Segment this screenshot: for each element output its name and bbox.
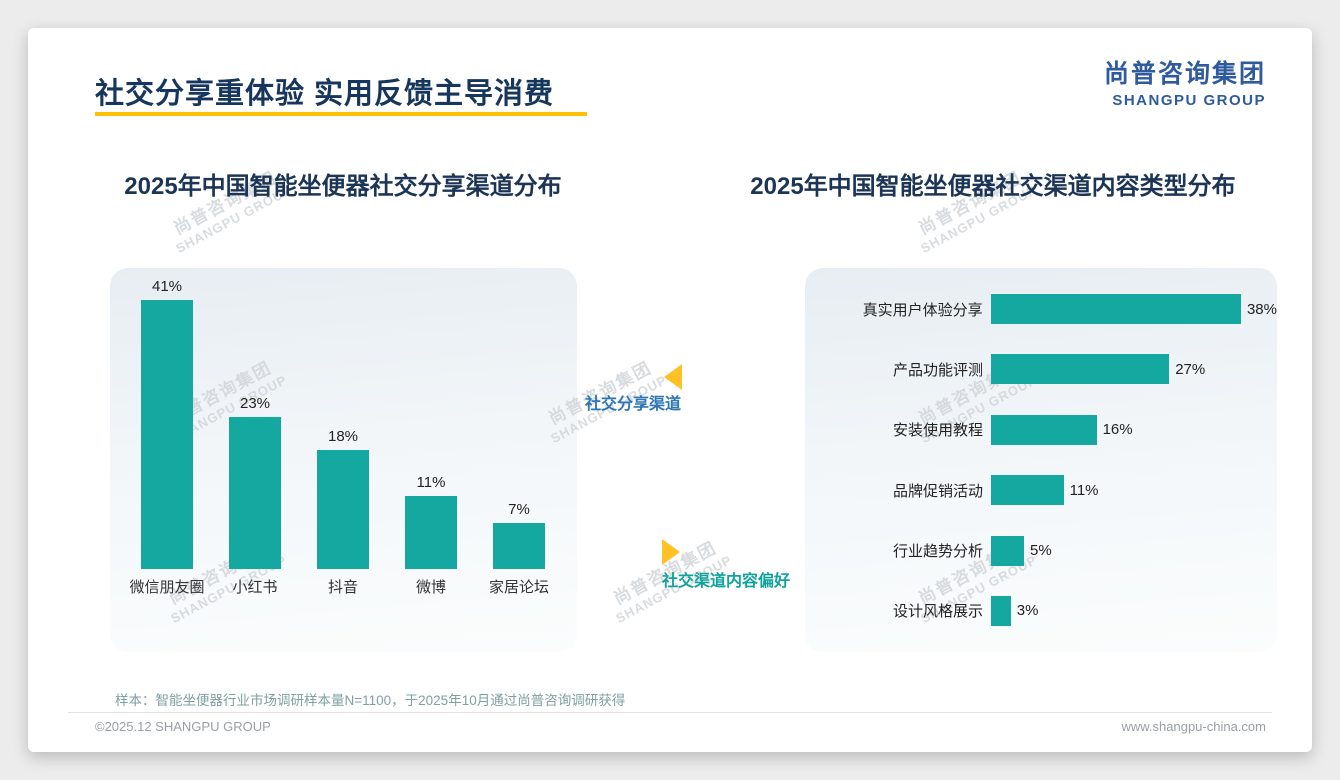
bar-column: 18% 抖音 <box>299 278 387 603</box>
bar-value-label: 5% <box>1030 542 1052 560</box>
category-label: 抖音 <box>327 578 358 596</box>
sample-note: 样本：智能坐便器行业市场调研样本量N=1100，于2025年10月通过尚普咨询调… <box>115 693 626 708</box>
bar <box>493 522 545 569</box>
bar <box>229 417 281 569</box>
bar-row: 品牌促销活动 11% <box>825 475 1277 506</box>
category-label: 微信朋友圈 <box>129 578 205 596</box>
horizontal-bar-chart: 真实用户体验分享 38% 产品功能评测 27% 安装使用教程 16% 品牌促销活动 11% 行业… <box>825 294 1277 626</box>
logo-text-en: SHANGPU GROUP <box>1112 92 1266 109</box>
slide-card: 尚普咨询集团 SHANGPU GROUP 尚普咨询集团 SHANGPU GROUP 尚普… <box>28 28 1312 752</box>
bar-value-label: 3% <box>1016 602 1039 620</box>
title-underline <box>95 112 587 116</box>
arrow-left-icon <box>664 364 682 390</box>
bar-value-label: 18% <box>327 428 359 446</box>
category-label: 真实用户体验分享 <box>862 301 983 319</box>
category-label: 安装使用教程 <box>892 422 983 440</box>
bar-value-label: 11% <box>416 474 446 492</box>
category-label: 家居论坛 <box>488 578 549 596</box>
category-label: 行业趋势分析 <box>892 543 983 561</box>
footer-divider <box>68 712 1272 713</box>
arrow-right-icon <box>662 539 680 565</box>
company-logo: 尚普咨询集团 SHANGPU GROUP <box>1104 54 1266 109</box>
bar-value-label: 7% <box>508 500 530 518</box>
annotation-content-preference: 社交渠道内容偏好 <box>662 573 791 590</box>
category-label: 品牌促销活动 <box>892 482 983 500</box>
bar-value-label: 16% <box>1102 421 1133 439</box>
category-label: 设计风格展示 <box>892 603 983 621</box>
footer-website: www.shangpu-china.com <box>1121 719 1266 734</box>
bar-row: 安装使用教程 16% <box>825 414 1277 445</box>
bar <box>141 300 193 570</box>
bar-value-label: 38% <box>1246 300 1277 318</box>
bar-value-label: 27% <box>1175 360 1206 378</box>
bar-row: 产品功能评测 27% <box>825 354 1277 385</box>
bar-column: 7% 家居论坛 <box>475 278 563 603</box>
category-label: 小红书 <box>232 578 278 596</box>
bar-row: 设计风格展示 3% <box>825 595 1277 626</box>
bar-row: 真实用户体验分享 38% <box>825 294 1277 324</box>
bar-column: 23% 小红书 <box>211 278 299 603</box>
bar-value-label: 23% <box>239 395 271 413</box>
bar-value-label: 11% <box>1069 481 1099 499</box>
bar <box>991 475 1064 506</box>
bar <box>991 535 1024 566</box>
annotation-social-share-channel: 社交分享渠道 <box>585 396 682 413</box>
left-chart-title: 2025年中国智能坐便器社交分享渠道分布 <box>124 173 562 200</box>
right-chart-panel <box>805 268 1277 652</box>
vertical-bar-chart: 41% 微信朋友圈 23% 小红书 18% 抖音 11% 微博 7% 家居论坛 <box>123 278 563 603</box>
footer-copyright: ©2025.12 SHANGPU GROUP <box>95 719 271 734</box>
logo-text-cn: 尚普咨询集团 <box>1103 60 1266 88</box>
bar <box>991 354 1170 385</box>
bar <box>990 294 1241 324</box>
bar-column: 11% 微博 <box>387 278 475 603</box>
bar-column: 41% 微信朋友圈 <box>123 278 211 603</box>
bar <box>991 414 1097 445</box>
bar <box>991 595 1011 626</box>
bar <box>405 496 457 569</box>
category-label: 产品功能评测 <box>892 361 983 379</box>
bar-value-label: 41% <box>151 278 183 295</box>
bar <box>317 450 369 569</box>
right-chart-title: 2025年中国智能坐便器社交渠道内容类型分布 <box>750 173 1236 200</box>
category-label: 微博 <box>415 578 446 596</box>
page-title: 社交分享重体验 实用反馈主导消费 <box>95 78 555 110</box>
bar-row: 行业趋势分析 5% <box>825 535 1277 566</box>
